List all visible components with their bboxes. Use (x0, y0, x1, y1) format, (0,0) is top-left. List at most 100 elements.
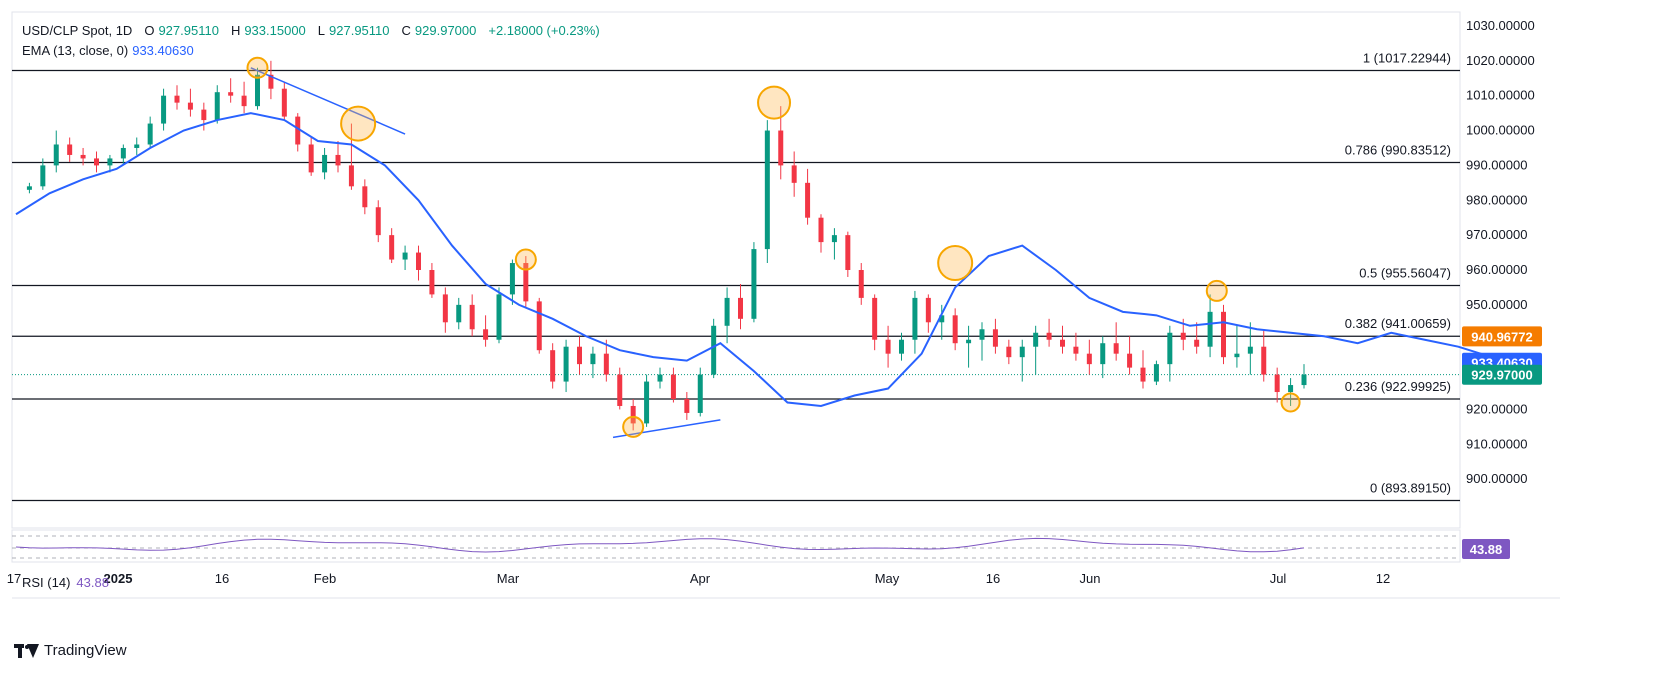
candle-up (563, 346, 569, 382)
candle-up (590, 353, 596, 365)
candle-down (684, 399, 690, 413)
tradingview-logo[interactable]: TradingView (14, 642, 127, 659)
candle-up (1247, 346, 1253, 354)
change-value: +2.18000 (+0.23%) (488, 23, 600, 38)
candle-down (442, 294, 448, 323)
candle-down (483, 329, 489, 340)
tradingview-icon (14, 643, 39, 658)
rsi-legend: RSI (14) 43.88 (22, 575, 109, 590)
plot-area (11, 11, 1461, 529)
candle-down (281, 88, 287, 117)
candle-down (228, 92, 234, 96)
candle-down (791, 165, 797, 183)
candle-down (577, 346, 582, 365)
candle-up (1019, 346, 1025, 358)
candle-up (134, 144, 140, 148)
x-tick-label: 17 (7, 571, 21, 586)
candle-up (831, 235, 837, 243)
candle-down (1046, 332, 1052, 340)
candle-up (120, 147, 126, 159)
candle-up (402, 252, 408, 260)
candle-down (1127, 353, 1133, 368)
candle-down (805, 182, 811, 218)
candle-up (1100, 343, 1106, 365)
candle-up (899, 339, 904, 354)
y-tick-label: 1030.00000 (1466, 18, 1535, 33)
candle-down (1194, 339, 1200, 347)
candle-up (912, 297, 918, 340)
candle-up (751, 249, 757, 319)
candle-up (496, 294, 502, 340)
candle-down (617, 374, 623, 406)
candle-down (241, 95, 247, 107)
ema-value: 933.40630 (132, 43, 194, 58)
candle-up (1153, 364, 1159, 382)
candle-up (322, 154, 328, 173)
chart-legend: USD/CLP Spot, 1D O 927.95110 H 933.15000 L… (22, 21, 608, 61)
candle-up (1234, 353, 1240, 358)
x-tick-label: May (875, 571, 900, 586)
y-tick-label: 950.00000 (1466, 297, 1527, 312)
candle-down (187, 102, 193, 110)
open-value: 927.95110 (158, 23, 219, 38)
candle-down (536, 301, 542, 351)
open-key: O (144, 23, 155, 38)
candle-down (1086, 353, 1092, 365)
candle-down (1006, 346, 1012, 358)
candle-down (1261, 346, 1267, 375)
candle-up (764, 130, 770, 250)
candle-down (872, 297, 878, 340)
y-tick-label: 960.00000 (1466, 262, 1527, 277)
candle-up (979, 329, 985, 340)
candle-up (711, 325, 717, 375)
y-tick-label: 920.00000 (1466, 401, 1527, 416)
candle-up (724, 297, 730, 326)
x-tick-label: 12 (1376, 571, 1390, 586)
highlight-circle (340, 105, 377, 142)
candle-down (375, 207, 381, 236)
ema-label: EMA (13, close, 0) (22, 43, 129, 58)
y-tick-label: 910.00000 (1466, 436, 1527, 451)
highlight-circle (757, 85, 792, 120)
candle-down (1221, 311, 1226, 358)
x-tick-label: Apr (690, 571, 711, 586)
candle-up (161, 95, 167, 124)
highlight-circle (937, 245, 974, 282)
close-value: 929.97000 (414, 23, 477, 38)
candle-up (697, 374, 703, 413)
ema-line (15, 112, 1526, 407)
price-badge-text: 940.96772 (1471, 329, 1532, 344)
candle-down (1274, 374, 1280, 393)
candle-down (630, 405, 636, 424)
fib-label: 0 (893.89150) (1370, 480, 1451, 495)
candle-down (429, 270, 435, 295)
ohlc-row: USD/CLP Spot, 1D O 927.95110 H 933.15000 L… (22, 21, 608, 41)
rsi-pane (11, 529, 1461, 563)
fib-label: 0.382 (941.00659) (1345, 316, 1451, 331)
candle-up (107, 158, 113, 166)
price-badge-text: 929.97000 (1471, 368, 1532, 383)
candle-up (644, 381, 650, 424)
candle-up (147, 123, 153, 145)
low-key: L (317, 23, 326, 38)
rsi-badge-text: 43.88 (1470, 542, 1503, 557)
candle-up (939, 315, 945, 323)
candle-down (416, 252, 421, 270)
trendline-resistance (250, 67, 406, 135)
candle-down (348, 165, 354, 187)
symbol-label: USD/CLP Spot, 1D (22, 23, 133, 38)
y-tick-label: 990.00000 (1466, 157, 1527, 172)
x-tick-label: Feb (314, 571, 336, 586)
highlight-circle (1280, 392, 1301, 413)
candle-down (885, 339, 891, 354)
candle-up (53, 144, 59, 166)
fib-label: 0.786 (990.83512) (1345, 142, 1451, 157)
rsi-label: RSI (14) (22, 575, 71, 590)
y-tick-label: 1010.00000 (1466, 88, 1535, 103)
fib-label: 0.236 (922.99925) (1345, 379, 1451, 394)
ema-row: EMA (13, close, 0) 933.40630 (22, 41, 608, 61)
price-badge: 929.97000 (1462, 364, 1542, 385)
price-badge: 940.96772 (1462, 326, 1542, 347)
candle-down (1140, 367, 1146, 382)
